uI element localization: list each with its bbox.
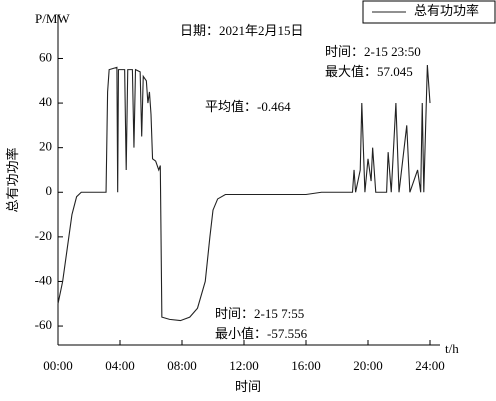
x-tick-label: 24:00 (415, 358, 445, 373)
legend-box (362, 0, 496, 24)
y-tick-label: 40 (39, 94, 52, 109)
y-tick-label: 60 (39, 49, 52, 64)
series-line (57, 65, 431, 322)
x-tick-label: 04:00 (105, 358, 135, 373)
x-tick-label: 08:00 (167, 358, 197, 373)
y-tick-label: 20 (39, 139, 52, 154)
annotation: 日期：2021年2月15日 (180, 23, 304, 38)
annotation: 时间：2-15 23:50 (325, 44, 421, 59)
x-tick-label: 16:00 (291, 358, 321, 373)
y-tick-label: -60 (35, 317, 52, 332)
legend-label: 总有功功率 (414, 3, 479, 18)
annotation: 时间：2-15 7:55 (215, 306, 304, 321)
y-tick-label: -20 (35, 228, 52, 243)
y-unit: P/MW (35, 11, 70, 26)
annotation: 最小值：-57.556 (215, 326, 308, 341)
x-tick-label: 12:00 (229, 358, 259, 373)
annotation: 平均值：-0.464 (205, 99, 291, 114)
x-unit: t/h (445, 341, 459, 356)
x-axis-label: 时间 (235, 379, 261, 394)
y-tick-label: 0 (46, 183, 53, 198)
x-tick-label: 00:00 (43, 358, 73, 373)
y-tick-label: -40 (35, 272, 52, 287)
annotation: 最大值：57.045 (325, 64, 413, 79)
y-axis-label: 总有功功率 (5, 147, 20, 212)
x-tick-label: 20:00 (353, 358, 383, 373)
